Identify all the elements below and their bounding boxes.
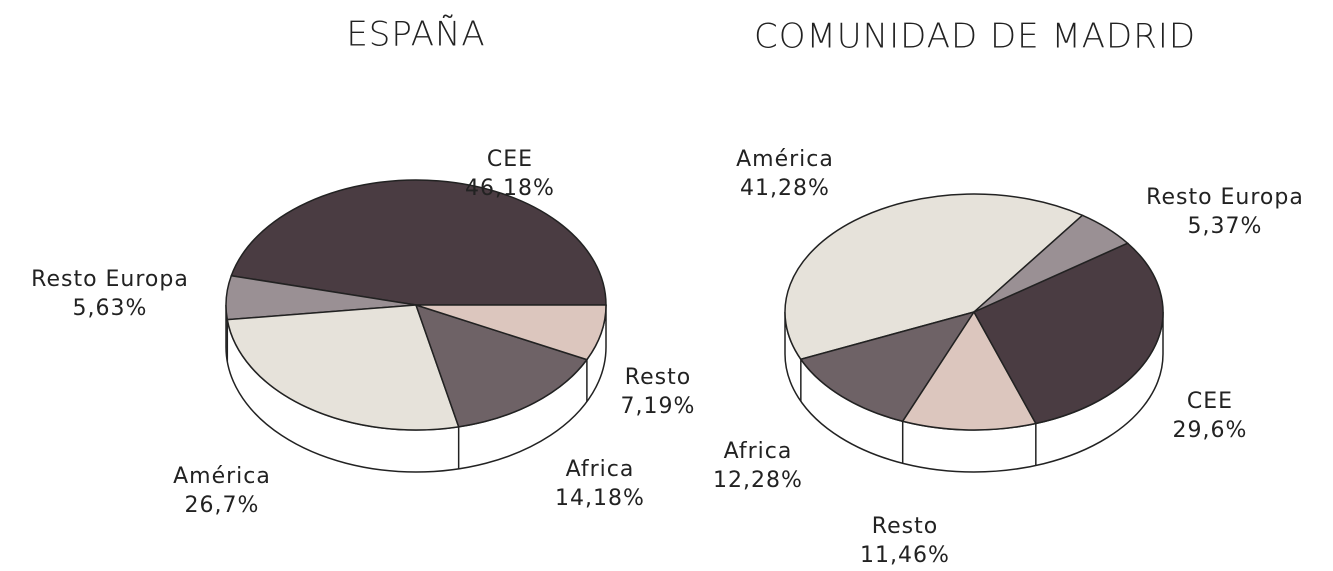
slice-value-label: 46,18% bbox=[465, 176, 555, 201]
slice-label: Resto bbox=[872, 514, 938, 539]
slice-value-label: 29,6% bbox=[1173, 418, 1248, 443]
slice-label: CEE bbox=[1187, 389, 1233, 414]
pie-slice bbox=[230, 179, 607, 306]
slice-value-label: 5,37% bbox=[1188, 214, 1263, 239]
chart-title: ESPAÑA bbox=[346, 15, 485, 55]
pie-slice bbox=[415, 304, 607, 361]
slice-label: Resto Europa bbox=[31, 267, 189, 292]
slice-value-label: 11,46% bbox=[860, 543, 950, 568]
slice-label: Resto Europa bbox=[1146, 185, 1304, 210]
pie-slice bbox=[784, 193, 1084, 361]
pie-slice bbox=[972, 242, 1164, 425]
pie-slice bbox=[799, 310, 976, 423]
slice-label: CEE bbox=[487, 147, 533, 172]
chart-title: COMUNIDAD DE MADRID bbox=[754, 17, 1196, 57]
pie-slice bbox=[901, 310, 1037, 431]
slice-value-label: 12,28% bbox=[713, 468, 803, 493]
pie-slice bbox=[414, 303, 589, 428]
slice-value-label: 26,7% bbox=[185, 493, 260, 518]
slice-value-label: 5,63% bbox=[73, 296, 148, 321]
slice-label: Africa bbox=[724, 439, 793, 464]
slice-value-label: 41,28% bbox=[740, 176, 830, 201]
slice-label: Resto bbox=[625, 365, 691, 390]
pie-slice bbox=[973, 214, 1129, 313]
pie-slice bbox=[226, 304, 460, 431]
slice-value-label: 14,18% bbox=[555, 486, 645, 511]
slice-label: Africa bbox=[566, 457, 635, 482]
slice-label: América bbox=[736, 147, 834, 172]
slice-value-label: 7,19% bbox=[621, 394, 696, 419]
slice-label: América bbox=[173, 464, 271, 489]
